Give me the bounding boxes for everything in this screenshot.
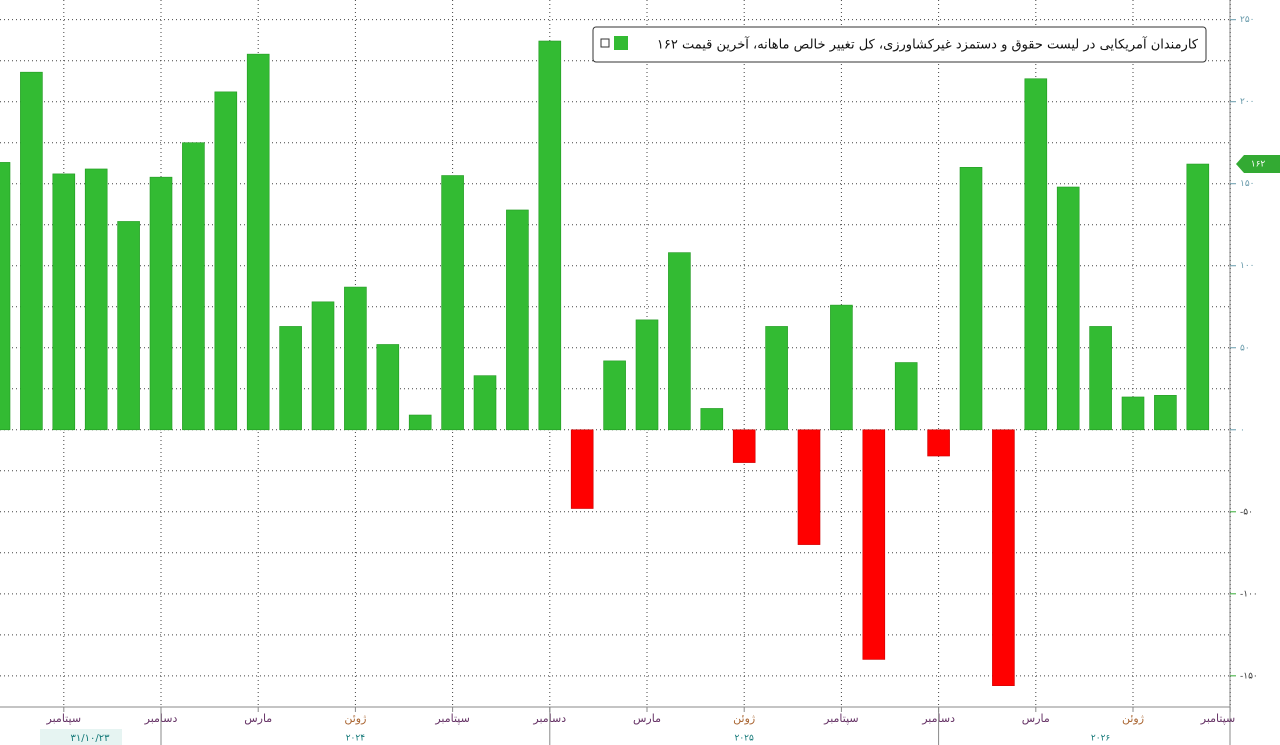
bar	[1024, 78, 1048, 431]
bar	[117, 221, 140, 431]
bar	[765, 326, 788, 431]
bar	[570, 429, 594, 509]
bar	[1089, 326, 1112, 431]
y-tick-label: -۵۰	[1240, 507, 1253, 517]
bar	[376, 344, 400, 431]
x-tick-label: ژوئن	[1122, 712, 1144, 725]
bar	[1186, 163, 1210, 431]
bar	[1121, 396, 1145, 431]
bar	[408, 414, 432, 431]
y-tick-label: ۱۵۰	[1240, 179, 1255, 189]
bar	[182, 142, 205, 431]
x-tick-label: سپتامبر	[1200, 712, 1236, 725]
x-tick-label: مارس	[244, 712, 272, 725]
last-value-tag	[1236, 155, 1280, 174]
y-tick-label: ۵۰	[1240, 343, 1250, 353]
legend-label: کارمندان آمریکایی در لیست حقوق و دستمزد …	[657, 36, 1199, 53]
bar	[959, 167, 983, 431]
last-value-label: ۱۶۲	[1251, 160, 1266, 170]
bar	[830, 304, 853, 431]
bar	[441, 175, 464, 431]
y-tick-label: ۲۵۰	[1240, 15, 1255, 25]
legend-toggle[interactable]	[600, 38, 610, 48]
y-tick-label: -۱۵۰	[1240, 671, 1258, 681]
y-tick-label: ۲۰۰	[1240, 97, 1255, 107]
year-label: ۲۰۲۴	[346, 734, 366, 744]
date-box	[40, 729, 122, 745]
bar	[992, 429, 1015, 686]
bar	[52, 173, 76, 431]
bar	[1154, 395, 1177, 431]
x-tick-label: سپتامبر	[434, 712, 470, 725]
bar	[0, 162, 11, 431]
y-tick-label: ۱۰۰	[1240, 261, 1255, 271]
bar	[214, 91, 238, 431]
bar	[20, 71, 43, 431]
bar	[473, 375, 497, 431]
x-tick-label: ژوئن	[344, 712, 366, 725]
bar	[862, 429, 886, 660]
bar	[506, 209, 529, 431]
x-tick-label: سپتامبر	[46, 712, 82, 725]
bar	[732, 429, 756, 463]
x-tick-label: سپتامبر	[823, 712, 859, 725]
x-tick-label: مارس	[1022, 712, 1050, 725]
x-tick-label: ژوئن	[733, 712, 755, 725]
year-label: ۲۰۲۵	[735, 734, 755, 744]
legend-box	[592, 26, 1207, 63]
bar	[668, 252, 691, 431]
bar	[700, 408, 724, 431]
legend: کارمندان آمریکایی در لیست حقوق و دستمزد …	[592, 26, 1207, 63]
x-tick-label: مارس	[633, 712, 661, 725]
bar	[84, 168, 108, 431]
y-tick-label: ۰	[1240, 425, 1245, 435]
date-label: ۳۱/۱۰/۲۳	[71, 733, 111, 744]
bar	[894, 362, 918, 431]
bar	[279, 326, 302, 431]
bar	[927, 429, 950, 457]
bar	[1056, 186, 1080, 431]
year-label: ۲۰۲۶	[1091, 734, 1111, 744]
bar	[149, 176, 173, 431]
y-tick-label: -۱۰۰	[1240, 589, 1258, 599]
bar	[797, 429, 821, 545]
bar	[344, 286, 367, 431]
bar	[311, 301, 335, 431]
bar	[603, 360, 626, 431]
bar	[246, 53, 270, 431]
legend-swatch	[614, 36, 628, 50]
bar	[635, 319, 659, 431]
bar	[538, 40, 562, 431]
